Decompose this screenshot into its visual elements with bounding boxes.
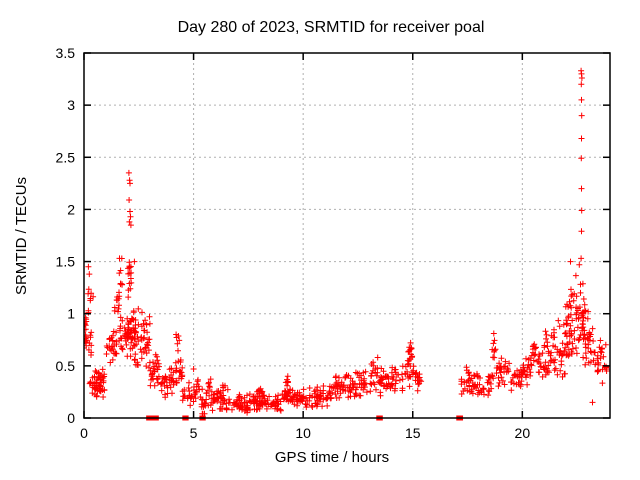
x-tick-label-20: 20 <box>515 425 531 441</box>
x-tick-label-5: 5 <box>190 425 198 441</box>
y-tick-label-1.5: 1.5 <box>56 254 76 270</box>
x-tick-label-10: 10 <box>295 425 311 441</box>
y-tick-label-0.5: 0.5 <box>56 358 76 374</box>
y-tick-label-3: 3 <box>67 97 75 113</box>
y-tick-label-0: 0 <box>67 410 75 426</box>
y-axis-label: SRMTID / TECUs <box>13 177 30 295</box>
x-tick-label-0: 0 <box>80 425 88 441</box>
chart-labels: Day 280 of 2023, SRMTID for receiver poa… <box>13 19 484 466</box>
plot-border <box>83 52 611 419</box>
x-axis-label: GPS time / hours <box>275 449 389 466</box>
y-tick-label-2: 2 <box>67 201 75 217</box>
chart-title: Day 280 of 2023, SRMTID for receiver poa… <box>178 19 485 36</box>
scatter-points-srmtid <box>84 67 610 417</box>
x-tick-label-15: 15 <box>405 425 421 441</box>
y-tick-label-3.5: 3.5 <box>56 45 76 61</box>
y-tick-label-1: 1 <box>67 306 75 322</box>
y-tick-label-2.5: 2.5 <box>56 149 76 165</box>
